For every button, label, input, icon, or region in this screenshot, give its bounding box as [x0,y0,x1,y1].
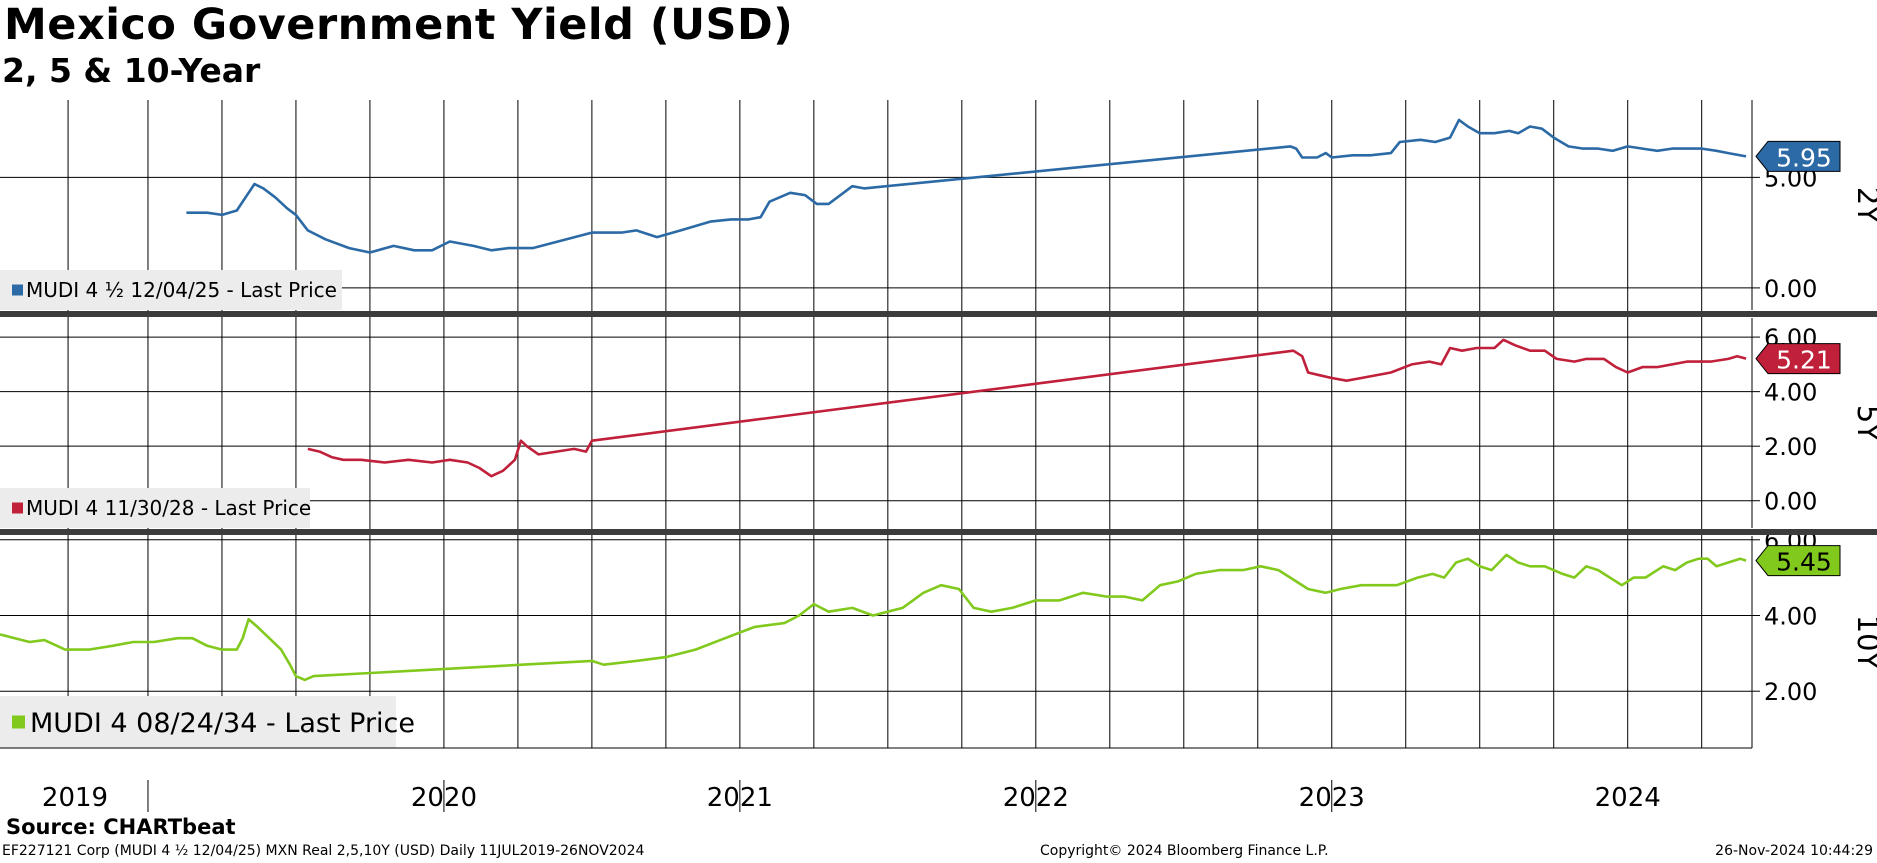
legend-swatch [12,502,23,514]
y-tick-label: 4.00 [1764,379,1817,407]
y-tick-label: 2.00 [1764,678,1817,706]
panel-separator [0,311,1877,317]
footer-copyright: Copyright© 2024 Bloomberg Finance L.P. [1040,843,1329,859]
last-value-label: 5.45 [1776,548,1832,577]
y-tick-label: 4.00 [1764,603,1817,631]
year-label: 2022 [1003,783,1069,813]
panel-label-5Y: 5Y [1851,405,1877,441]
series-line-10Y [0,553,1747,682]
legend-label: MUDI 4 ½ 12/04/25 - Last Price [26,278,337,302]
last-value-label: 5.95 [1776,143,1832,172]
legend-swatch [12,715,25,729]
panel-label-10Y: 10Y [1851,615,1877,670]
series-line-5Y [307,338,1747,478]
last-value-label: 5.21 [1776,346,1832,375]
source-note: Source: CHARTbeat [6,815,236,839]
footer-timestamp: 26-Nov-2024 10:44:29 [1715,843,1873,859]
panel-label-2Y: 2Y [1851,187,1877,223]
footer-ticker-info: EF227121 Corp (MUDI 4 ½ 12/04/25) MXN Re… [2,843,645,859]
legend-label: MUDI 4 11/30/28 - Last Price [26,496,311,520]
year-label: 2023 [1299,783,1365,813]
panel-separator [0,529,1877,535]
last-value-tag [1755,343,1841,375]
y-tick-label: 0.00 [1764,488,1817,516]
year-label: 2020 [411,783,477,813]
last-value-tag [1755,545,1841,577]
legend-box [0,488,310,528]
year-label: 2019 [42,783,108,813]
y-tick-label: 0.00 [1764,275,1817,303]
legend-label: MUDI 4 08/24/34 - Last Price [30,708,415,739]
year-label: 2024 [1595,783,1661,813]
year-label: 2021 [707,783,773,813]
y-tick-label: 2.00 [1764,433,1817,461]
chart-subtitle: 2, 5 & 10-Year [2,51,261,90]
last-value-tag [1755,140,1841,172]
chart-title: Mexico Government Yield (USD) [4,0,794,50]
legend-swatch [12,284,23,296]
legend-box [0,270,342,310]
legend-box [0,696,396,748]
series-line-2Y [186,118,1747,254]
